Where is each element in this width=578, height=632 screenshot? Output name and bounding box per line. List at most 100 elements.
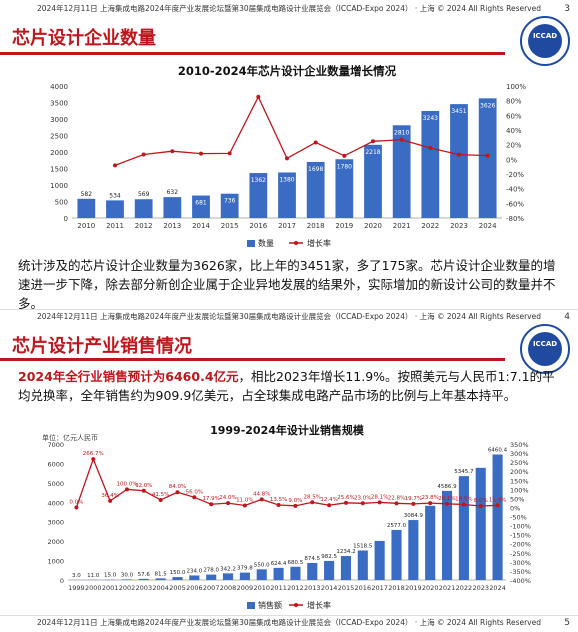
iccad-logo: ICCAD bbox=[520, 16, 570, 66]
growth-line bbox=[114, 95, 488, 166]
x-tick-label: 2008 bbox=[220, 584, 237, 592]
y2-tick-label: 350% bbox=[510, 441, 529, 449]
bar-value-label: 3626 bbox=[480, 102, 495, 109]
x-tick-label: 2000 bbox=[85, 584, 102, 592]
growth-value-label: 92.0% bbox=[135, 483, 152, 489]
bar-value-label: 3.0 bbox=[72, 573, 81, 579]
growth-point bbox=[293, 503, 298, 508]
growth-value-label: 28.5% bbox=[304, 494, 321, 500]
growth-line bbox=[75, 457, 498, 508]
bar-value-label: 342.2 bbox=[220, 566, 236, 572]
y2-tick-label: 60% bbox=[506, 112, 522, 120]
growth-value-label: 36.4% bbox=[101, 493, 118, 499]
chart-title: 2010-2024年芯片设计企业数量增长情况 bbox=[178, 64, 397, 78]
bar bbox=[222, 573, 234, 580]
growth-point bbox=[327, 503, 332, 508]
growth-point bbox=[91, 457, 96, 462]
bar bbox=[239, 572, 250, 580]
y2-tick-label: 20% bbox=[506, 142, 522, 150]
bar bbox=[278, 172, 296, 218]
growth-point bbox=[411, 501, 416, 506]
y-tick-label: 1000 bbox=[47, 558, 64, 566]
y2-tick-label: -40% bbox=[506, 186, 524, 194]
growth-value-label: 9.0% bbox=[288, 498, 302, 504]
y-tick-label: 7000 bbox=[47, 441, 64, 449]
bar-value-label: 736 bbox=[224, 198, 236, 205]
growth-point bbox=[199, 151, 203, 156]
bar-value-label: 278.0 bbox=[203, 568, 219, 574]
x-tick-label: 2024 bbox=[489, 584, 506, 592]
y2-tick-label: 200% bbox=[510, 468, 529, 476]
growth-value-label: 28.1% bbox=[371, 494, 388, 500]
bar bbox=[121, 579, 133, 580]
bar-value-label: 3084.9 bbox=[404, 513, 424, 519]
x-tick-label: 2002 bbox=[119, 584, 136, 592]
legend-label-line: 增长率 bbox=[307, 600, 331, 610]
growth-point bbox=[259, 497, 264, 502]
bar bbox=[189, 575, 200, 580]
bar-value-label: 2577.0 bbox=[387, 523, 407, 529]
bar bbox=[364, 144, 382, 218]
bar-value-label: 2218 bbox=[365, 149, 380, 156]
bar bbox=[220, 193, 239, 218]
y2-tick-label: 150% bbox=[510, 477, 529, 485]
legend-swatch-bar bbox=[247, 240, 255, 247]
y2-tick-label: 50% bbox=[510, 495, 524, 503]
growth-point bbox=[227, 151, 232, 156]
growth-point bbox=[242, 503, 247, 508]
enterprise-count-chart: 2010-2024年芯片设计企业数量增长情况 0 500 1000 1500 2000 25… bbox=[50, 64, 526, 248]
bar bbox=[307, 563, 318, 580]
x-tick-label: 2001 bbox=[102, 584, 119, 592]
page-number: 5 bbox=[564, 618, 570, 628]
sales-highlight: 2024年全行业销售预计为6460.4亿元 bbox=[18, 369, 239, 384]
growth-value-label: 11.9% bbox=[489, 497, 506, 503]
growth-value-label: 100.0% bbox=[116, 481, 137, 487]
bar bbox=[441, 490, 453, 580]
growth-point bbox=[495, 503, 500, 508]
bar-value-label: 30.0 bbox=[121, 572, 134, 578]
bar bbox=[290, 566, 301, 580]
bar-value-label: 681 bbox=[195, 200, 207, 207]
bar bbox=[392, 125, 411, 218]
growth-point bbox=[371, 139, 375, 144]
growth-point bbox=[310, 500, 315, 505]
bar-value-label: 550.0 bbox=[254, 562, 270, 568]
bar bbox=[306, 161, 325, 218]
y2-tick-label: 80% bbox=[506, 98, 522, 106]
bar bbox=[206, 574, 217, 580]
growth-point bbox=[158, 497, 163, 502]
growth-point bbox=[478, 504, 483, 509]
growth-point bbox=[276, 503, 281, 508]
growth-value-label: 24.0% bbox=[219, 495, 236, 501]
growth-value-label: 22.8% bbox=[388, 495, 405, 501]
y-tick-label: 1500 bbox=[50, 166, 68, 174]
legend-label-bar: 数量 bbox=[258, 238, 274, 248]
x-tick-label: 2003 bbox=[136, 584, 153, 592]
growth-point bbox=[399, 137, 404, 142]
y2-tick-label: 100% bbox=[510, 486, 529, 494]
bar-value-label: 6460.4 bbox=[488, 447, 508, 453]
y-tick-label: 4000 bbox=[50, 83, 68, 91]
x-tick-label: 2023 bbox=[450, 222, 468, 230]
x-tick-label: 2017 bbox=[371, 584, 388, 592]
growth-value-label: 25.6% bbox=[337, 495, 354, 501]
bar-value-label: 982.5 bbox=[321, 554, 337, 560]
x-tick-label: 2020 bbox=[364, 222, 382, 230]
x-tick-label: 2016 bbox=[249, 222, 267, 230]
section-title-enterprise-count: 芯片设计企业数量 bbox=[12, 28, 156, 49]
y2-tick-label: -50% bbox=[510, 514, 527, 522]
growth-point bbox=[175, 490, 180, 495]
bar bbox=[391, 529, 402, 580]
y2-tick-label: 0% bbox=[506, 156, 517, 164]
y-tick-label: 1000 bbox=[50, 182, 68, 190]
y-tick-label: 2000 bbox=[50, 149, 68, 157]
growth-point bbox=[313, 140, 318, 145]
y-tick-label: 4000 bbox=[47, 499, 64, 507]
bar-value-label: 534 bbox=[109, 192, 121, 199]
page-header: 2024年12月11日 上海集成电路2024年度产业发展论坛暨第30届集成电路设… bbox=[36, 618, 541, 627]
x-tick-label: 2016 bbox=[355, 584, 372, 592]
x-tick-label: 2006 bbox=[186, 584, 203, 592]
sales-paragraph: 2024年全行业销售预计为6460.4亿元，相比2023年增长11.9%。按照美… bbox=[18, 367, 566, 405]
x-tick-label: 2005 bbox=[169, 584, 186, 592]
